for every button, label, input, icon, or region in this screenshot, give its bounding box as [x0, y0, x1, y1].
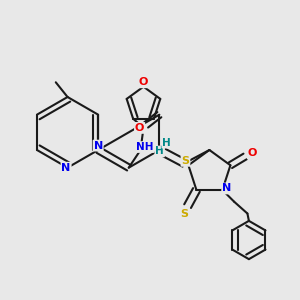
Text: S: S [182, 156, 190, 166]
Text: O: O [135, 123, 144, 133]
Text: S: S [181, 208, 189, 218]
Text: O: O [248, 148, 257, 158]
Text: NH: NH [136, 142, 154, 152]
Text: N: N [94, 141, 103, 151]
Text: O: O [139, 77, 148, 87]
Text: H: H [155, 146, 164, 157]
Text: N: N [61, 163, 71, 173]
Text: N: N [222, 184, 231, 194]
Text: H: H [162, 138, 171, 148]
